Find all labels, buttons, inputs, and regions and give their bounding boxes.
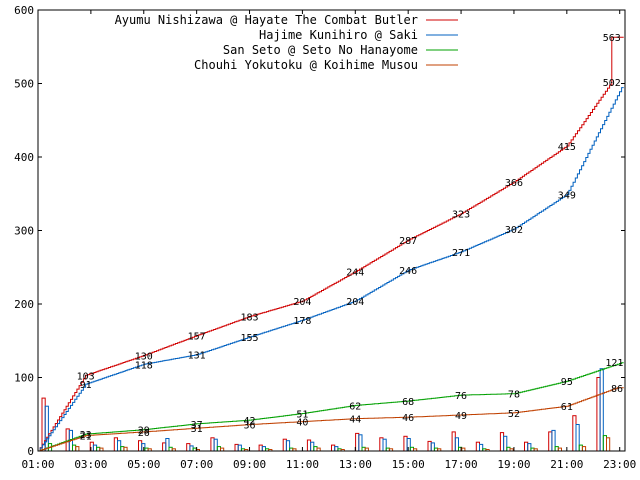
series-line (38, 87, 624, 452)
y-tick-label: 500 (14, 78, 34, 91)
data-label: 246 (399, 266, 417, 277)
y-tick-label: 100 (14, 372, 34, 385)
legend: Ayumu Nishizawa @ Hayate The Combat Butl… (115, 13, 458, 72)
data-label: 51 (296, 410, 308, 421)
data-label: 366 (505, 178, 523, 189)
data-label: 42 (244, 416, 256, 427)
y-tick-label: 200 (14, 298, 34, 311)
data-label: 183 (241, 312, 259, 323)
data-label: 40 (296, 418, 308, 429)
x-tick-label: 11:00 (286, 458, 319, 471)
data-label: 131 (188, 351, 206, 362)
data-label: 61 (561, 402, 573, 413)
y-tick-label: 400 (14, 151, 34, 164)
x-tick-label: 01:00 (21, 458, 54, 471)
series-line (38, 387, 624, 452)
data-label: 49 (455, 411, 467, 422)
data-label: 91 (80, 380, 92, 391)
data-label: 155 (241, 333, 259, 344)
data-label: 23 (80, 430, 92, 441)
data-label: 415 (558, 142, 576, 153)
data-label: 62 (349, 401, 361, 412)
data-label: 78 (508, 390, 520, 401)
x-tick-label: 09:00 (233, 458, 266, 471)
data-label: 271 (452, 248, 470, 259)
data-label: 502 (603, 78, 621, 89)
data-label: 36 (244, 421, 256, 432)
x-tick-label: 05:00 (127, 458, 160, 471)
y-tick-label: 600 (14, 4, 34, 17)
data-label: 103 (77, 371, 95, 382)
data-label: 86 (611, 384, 623, 395)
x-tick-label: 07:00 (180, 458, 213, 471)
legend-label: Hajime Kunihiro @ Saki (259, 28, 418, 42)
data-label: 31 (191, 424, 203, 435)
data-label: 323 (452, 210, 470, 221)
data-label: 287 (399, 236, 417, 247)
y-tick-label: 300 (14, 225, 34, 238)
data-label: 68 (402, 397, 414, 408)
data-label: 130 (135, 351, 153, 362)
legend-label: Chouhi Yokutoku @ Koihime Musou (194, 58, 418, 72)
x-tick-label: 21:00 (550, 458, 583, 471)
series-line (38, 36, 624, 452)
data-label: 244 (346, 268, 364, 279)
data-label: 121 (605, 358, 623, 369)
data-label: 204 (346, 297, 364, 308)
data-label: 21 (80, 432, 92, 443)
data-label: 563 (603, 33, 621, 44)
x-tick-label: 03:00 (74, 458, 107, 471)
data-label: 76 (455, 391, 467, 402)
x-tick-label: 15:00 (392, 458, 425, 471)
data-label: 302 (505, 225, 523, 236)
y-tick-label: 0 (27, 445, 34, 458)
axes: 0 100 200 300 400 500 600 01:00 03:00 05:00 07:00 0… (14, 4, 636, 471)
series-line (38, 362, 624, 452)
data-label: 52 (508, 409, 520, 420)
legend-label: San Seto @ Seto No Hanayome (223, 43, 418, 57)
data-label: 118 (135, 360, 153, 371)
data-label: 178 (293, 316, 311, 327)
data-label: 95 (561, 377, 573, 388)
data-label: 44 (349, 415, 361, 426)
data-label: 37 (191, 420, 203, 431)
cumulative-lines (38, 36, 624, 452)
data-label: 204 (293, 297, 311, 308)
legend-label: Ayumu Nishizawa @ Hayate The Combat Butl… (115, 13, 418, 27)
data-label: 349 (558, 190, 576, 201)
x-tick-label: 17:00 (445, 458, 478, 471)
x-tick-label: 13:00 (339, 458, 372, 471)
data-labels: 103 130 157 183 204 244 287 323 366 415 502 563 91 11… (77, 33, 624, 442)
data-label: 46 (402, 413, 414, 424)
x-tick-label: 19:00 (497, 458, 530, 471)
x-tick-label: 23:00 (603, 458, 636, 471)
data-label: 26 (138, 428, 150, 439)
data-label: 157 (188, 332, 206, 343)
data-label: 29 (138, 426, 150, 437)
